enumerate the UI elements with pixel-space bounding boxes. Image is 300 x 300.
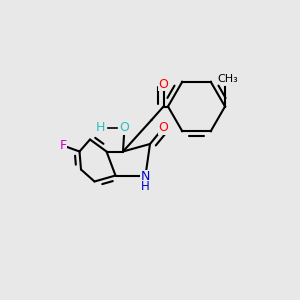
Text: N: N: [141, 170, 150, 184]
Text: H: H: [141, 180, 150, 194]
Text: O: O: [120, 121, 129, 134]
Text: CH₃: CH₃: [218, 74, 239, 84]
Text: F: F: [59, 139, 67, 152]
Text: O: O: [159, 77, 168, 91]
Text: O: O: [159, 121, 168, 134]
Text: H: H: [96, 121, 105, 134]
